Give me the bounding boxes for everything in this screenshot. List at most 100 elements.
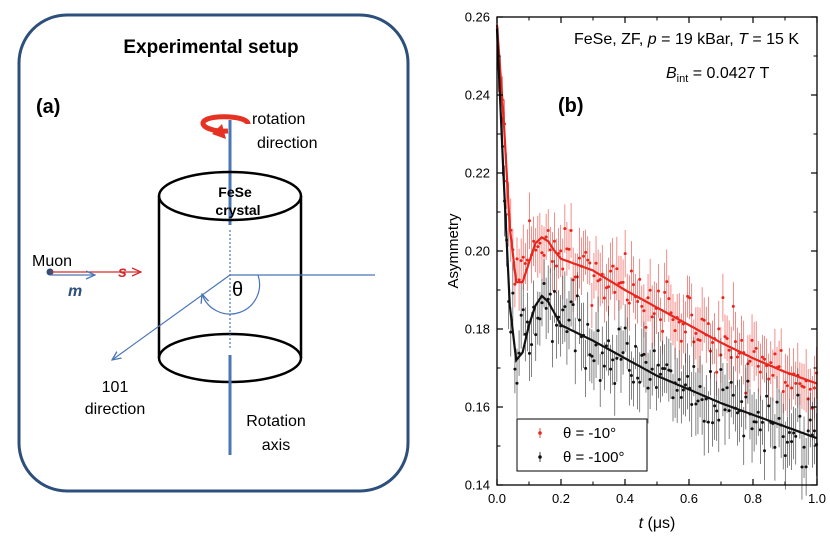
data-point xyxy=(711,421,715,425)
data-point xyxy=(590,354,594,358)
data-point xyxy=(621,280,625,284)
data-point xyxy=(577,256,581,260)
y-axis-label: Asymmetry xyxy=(445,213,462,289)
rotation-axis-line1: Rotation xyxy=(246,413,306,430)
data-point xyxy=(519,313,523,317)
data-point xyxy=(763,357,767,361)
data-point xyxy=(519,259,523,263)
data-point xyxy=(586,258,590,262)
data-point xyxy=(602,296,606,300)
data-point xyxy=(625,298,629,302)
x-tick-label: 0.2 xyxy=(552,491,570,506)
data-point xyxy=(767,377,771,381)
data-point xyxy=(569,300,573,304)
data-point xyxy=(552,289,556,293)
data-point xyxy=(513,282,517,286)
data-point xyxy=(609,367,613,371)
data-point xyxy=(781,389,785,393)
data-point xyxy=(671,318,675,322)
y-tick-label: 0.26 xyxy=(465,10,490,25)
data-point xyxy=(798,382,802,386)
crystal-label-line1: FeSe xyxy=(218,184,252,200)
data-point xyxy=(717,327,721,331)
rotation-direction-line2: direction xyxy=(257,135,317,152)
data-point xyxy=(715,370,719,374)
legend-box xyxy=(516,418,648,472)
data-point xyxy=(636,376,640,380)
spin-label: s xyxy=(118,264,127,281)
data-point xyxy=(646,296,650,300)
data-point xyxy=(756,410,760,414)
data-point xyxy=(779,348,783,352)
data-point xyxy=(638,277,642,281)
data-point xyxy=(669,311,673,315)
data-point xyxy=(783,454,787,458)
data-point xyxy=(777,416,781,420)
data-point xyxy=(729,380,733,384)
data-point xyxy=(692,365,696,369)
data-point xyxy=(758,428,762,432)
data-point xyxy=(544,235,548,239)
data-point xyxy=(561,267,565,271)
data-point xyxy=(550,260,554,264)
data-point xyxy=(773,352,777,356)
data-point xyxy=(530,343,534,347)
data-point xyxy=(511,291,515,295)
y-tick-label: 0.20 xyxy=(465,244,490,259)
data-point xyxy=(600,351,604,355)
data-point xyxy=(542,253,546,257)
data-point xyxy=(652,312,656,316)
data-point xyxy=(634,344,638,348)
data-point xyxy=(515,257,519,261)
data-point xyxy=(540,251,544,255)
x-tick-label: 0.4 xyxy=(616,491,634,506)
data-point xyxy=(607,285,611,289)
crystal-label-line2: crystal xyxy=(215,202,260,218)
data-point xyxy=(659,372,663,376)
rotation-arrow-icon xyxy=(200,114,251,139)
data-point xyxy=(688,296,692,300)
data-point xyxy=(569,228,573,232)
data-point xyxy=(548,248,552,252)
legend-label-red: θ = -10° xyxy=(563,425,616,442)
data-point xyxy=(756,364,760,368)
data-point xyxy=(746,379,750,383)
data-point xyxy=(735,355,739,359)
data-point xyxy=(800,465,804,469)
data-point xyxy=(623,326,627,330)
data-point xyxy=(683,330,687,334)
data-point xyxy=(575,294,579,298)
data-point xyxy=(781,435,785,439)
data-point xyxy=(727,409,731,413)
data-point xyxy=(806,429,810,433)
data-point xyxy=(711,340,715,344)
data-point xyxy=(702,318,706,322)
data-point xyxy=(686,374,690,378)
data-point xyxy=(767,404,771,408)
data-point xyxy=(794,434,798,438)
data-point xyxy=(609,269,613,273)
data-point xyxy=(775,400,779,404)
data-point xyxy=(594,343,598,347)
legend: θ = -10° θ = -100° xyxy=(516,418,648,472)
data-point xyxy=(629,269,633,273)
data-point xyxy=(754,346,758,350)
y-tick-label: 0.14 xyxy=(465,478,490,493)
data-point xyxy=(673,329,677,333)
data-point xyxy=(563,227,567,231)
data-point xyxy=(592,359,596,363)
fit-curve-1 xyxy=(495,28,818,440)
data-point xyxy=(708,370,712,374)
data-point xyxy=(571,303,575,307)
data-point xyxy=(812,386,816,390)
data-point xyxy=(669,369,673,373)
setup-title: Experimental setup xyxy=(123,37,298,58)
data-point xyxy=(675,388,679,392)
data-point xyxy=(717,418,721,422)
data-point xyxy=(513,367,517,371)
data-point xyxy=(719,368,723,372)
data-point xyxy=(515,381,519,385)
data-point xyxy=(527,351,531,355)
data-point xyxy=(690,313,694,317)
data-point xyxy=(555,323,559,327)
